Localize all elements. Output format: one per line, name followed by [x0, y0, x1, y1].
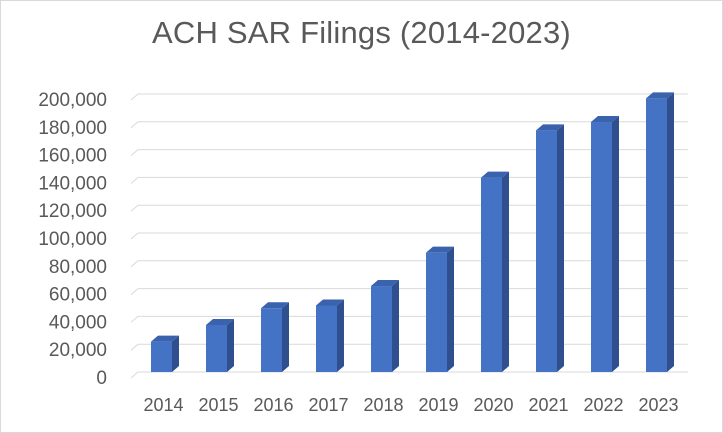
- gridline-depth: [130, 177, 139, 184]
- x-axis-category-labels: 2014 2015 2016 2017 2018 2019 2020 2021 2022 2023: [143, 395, 678, 415]
- bar-top: [261, 302, 289, 309]
- bar-2021: [536, 124, 564, 372]
- bar-front: [426, 252, 447, 372]
- y-tick-label: 120,000: [38, 201, 107, 222]
- gridline-depth: [130, 343, 139, 351]
- gridline-depth: [130, 121, 139, 129]
- bar-2014: [151, 335, 179, 372]
- bar-side: [227, 318, 234, 372]
- bar-top: [481, 171, 509, 178]
- y-tick-label: 80,000: [49, 257, 107, 278]
- y-tick-label: 20,000: [49, 340, 107, 361]
- bar-2016: [261, 302, 289, 372]
- bar-2020: [481, 171, 509, 372]
- bar-2022: [591, 116, 619, 373]
- bar-front: [371, 286, 392, 372]
- x-category-label: 2022: [583, 395, 623, 415]
- bar-side: [502, 171, 509, 372]
- bar-front: [151, 341, 172, 372]
- gridline-depth: [130, 204, 139, 212]
- x-category-label: 2021: [528, 395, 568, 415]
- bar-side: [557, 124, 564, 372]
- bar-2015: [206, 318, 234, 372]
- y-axis-tick-labels: 0 20,000 40,000 60,000 80,000 100,000 120,000 1…: [38, 90, 107, 389]
- x-category-label: 2020: [473, 395, 513, 415]
- y-tick-label: 100,000: [38, 229, 107, 250]
- bar-side: [337, 299, 344, 372]
- x-category-label: 2019: [418, 395, 458, 415]
- bar-2019: [426, 246, 454, 372]
- bars: [151, 92, 674, 373]
- x-category-label: 2015: [198, 395, 238, 415]
- bar-front: [591, 122, 612, 373]
- bar-front: [261, 308, 282, 372]
- bar-top: [646, 92, 674, 99]
- y-tick-label: 40,000: [49, 312, 107, 333]
- bar-side: [282, 302, 289, 372]
- y-tick-label: 160,000: [38, 146, 107, 167]
- bar-side: [612, 116, 619, 373]
- gridline-depth: [130, 232, 139, 240]
- chart-title: ACH SAR Filings (2014-2023): [152, 15, 571, 50]
- x-category-label: 2014: [143, 395, 183, 415]
- bar-front: [316, 305, 337, 372]
- y-tick-label: 200,000: [38, 90, 107, 111]
- bar-front: [206, 324, 227, 372]
- gridline-depth: [130, 316, 139, 323]
- bar-top: [536, 124, 564, 131]
- bar-front: [481, 177, 502, 372]
- bar-2017: [316, 299, 344, 372]
- bar-2023: [646, 92, 674, 372]
- x-category-label: 2018: [363, 395, 403, 415]
- gridline-depth: [130, 371, 139, 379]
- x-category-label: 2016: [253, 395, 293, 415]
- bar-side: [447, 246, 454, 372]
- bar-top: [316, 299, 344, 306]
- bar-side: [667, 92, 674, 372]
- bar-top: [426, 246, 454, 253]
- x-category-label: 2017: [308, 395, 348, 415]
- y-tick-label: 0: [96, 368, 107, 389]
- gridline-depth: [130, 260, 139, 268]
- bar-top: [591, 116, 619, 123]
- x-category-label: 2023: [638, 395, 678, 415]
- bar-top: [371, 280, 399, 287]
- bar-top: [151, 335, 179, 342]
- gridline-depth: [130, 288, 139, 295]
- y-tick-label: 180,000: [38, 118, 107, 139]
- bar-side: [392, 280, 399, 372]
- bar-top: [206, 318, 234, 325]
- y-tick-label: 60,000: [49, 285, 107, 306]
- bar-front: [536, 130, 557, 372]
- bar-2018: [371, 280, 399, 372]
- bar-front: [646, 98, 667, 372]
- gridline-depth: [130, 149, 139, 156]
- y-tick-label: 140,000: [38, 173, 107, 194]
- bar-side: [172, 335, 179, 372]
- gridline-depth: [130, 93, 139, 101]
